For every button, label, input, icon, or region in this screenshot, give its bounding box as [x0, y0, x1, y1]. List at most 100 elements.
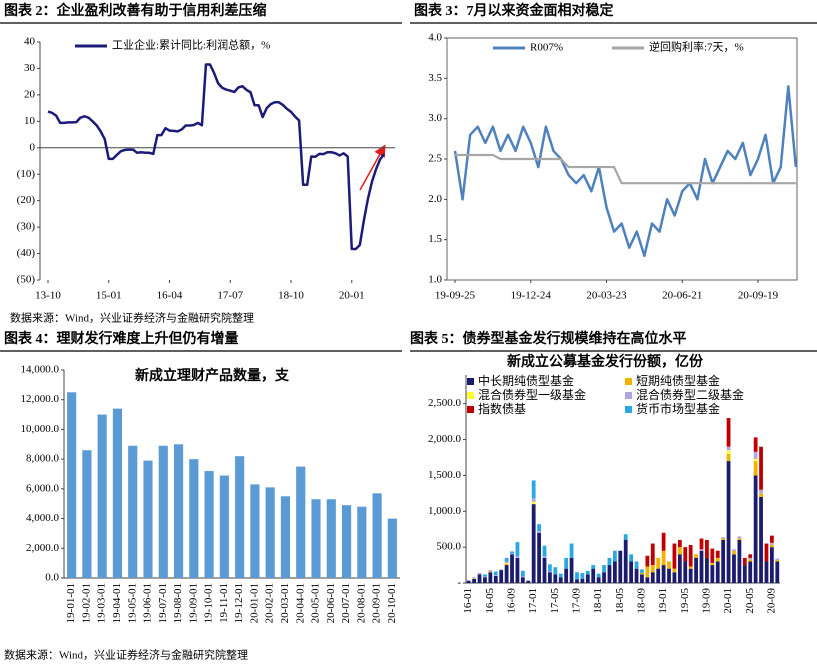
bar-segment — [537, 524, 541, 532]
trend-arrow — [359, 144, 386, 191]
bar-segment — [542, 556, 547, 558]
bar — [311, 499, 321, 578]
legend-label: 逆回购利率:7天，% — [649, 40, 744, 54]
legend-swatch — [467, 406, 474, 413]
bar-segment — [721, 538, 726, 540]
x-tick-label: 17-05 — [549, 588, 561, 614]
x-tick-label: 19-11-01 — [218, 583, 230, 623]
bar-segment — [769, 547, 774, 583]
bar-segment — [683, 547, 688, 562]
chart-title: 图表 4：理财发行难度上升但仍有增量 — [4, 330, 239, 347]
bar-segment — [542, 557, 547, 583]
bar-segment — [667, 561, 671, 569]
bar-segment — [548, 572, 552, 583]
bar-segment — [483, 577, 487, 583]
bar-segment — [466, 580, 471, 583]
x-tick-label: 20-05 — [744, 588, 756, 614]
bar-segment — [753, 451, 758, 459]
bar-segment — [677, 547, 682, 555]
bar-segment — [672, 572, 677, 583]
bar-segment — [634, 561, 639, 569]
bar-segment — [515, 556, 520, 558]
legend-label: 货币市场型基金 — [636, 401, 720, 416]
x-tick-label: 13-10 — [35, 290, 61, 302]
bar-segment — [775, 560, 780, 562]
bar-segment — [493, 571, 498, 576]
bar-segment — [650, 543, 655, 566]
x-tick-label: 20-09-01 — [371, 583, 383, 623]
bar-segment — [732, 554, 736, 583]
bar — [341, 505, 352, 578]
bar — [235, 456, 245, 578]
bar-segment — [656, 557, 661, 569]
chart-title: 图表 3：7月以来资金面相对稳定 — [414, 2, 614, 19]
bar-segment — [688, 544, 693, 567]
bar-segment — [732, 550, 736, 555]
bar-segment — [715, 557, 720, 562]
bar-segment — [672, 568, 677, 573]
bar-segment — [764, 543, 769, 562]
bar-segment — [564, 557, 569, 569]
bar-segment — [515, 542, 520, 557]
bar — [204, 471, 214, 578]
bar-segment — [732, 549, 736, 551]
bar-segment — [640, 572, 644, 575]
y-tick-label: 10,000.0 — [21, 423, 60, 435]
y-tick-label: - — [457, 577, 461, 589]
bar-segment — [526, 580, 531, 581]
bar — [250, 484, 260, 578]
bar-segment — [645, 566, 650, 578]
legend-label: R007% — [530, 42, 563, 54]
bar-segment — [558, 577, 563, 583]
bar-segment — [759, 489, 763, 494]
bar-segment — [726, 450, 731, 454]
legend-label: 混合债券型二级基金 — [636, 387, 744, 402]
chart-subtitle: 新成立公募基金发行份额，亿份 — [507, 353, 704, 370]
series-line — [453, 85, 798, 258]
bar — [372, 493, 382, 578]
x-tick-label: 16-05 — [484, 588, 496, 614]
y-tick-label: 1.0 — [428, 274, 442, 286]
x-tick-label: 20-07-01 — [340, 583, 352, 623]
bar-segment — [504, 561, 509, 563]
bar-segment — [726, 418, 731, 447]
bar-segment — [499, 569, 504, 571]
bar — [296, 466, 306, 578]
y-tick-label: 6,000.0 — [26, 482, 60, 494]
bar — [357, 506, 367, 578]
bar-segment — [759, 446, 763, 490]
bar-segment — [510, 554, 514, 583]
bar-segment — [677, 554, 682, 583]
bar-segment — [472, 578, 477, 583]
bar-segment — [585, 574, 590, 583]
bar-segment — [488, 572, 493, 583]
bar-segment — [775, 561, 780, 583]
x-tick-label: 19-12-24 — [511, 290, 552, 302]
bar-segment — [645, 555, 650, 567]
x-tick-label: 20-01-01 — [248, 583, 260, 623]
bar — [82, 450, 92, 578]
legend-swatch — [467, 378, 474, 385]
legend-label: 短期纯债型基金 — [636, 373, 720, 388]
bar-segment — [742, 557, 747, 566]
bar-segment — [715, 561, 720, 583]
bar-segment — [672, 543, 677, 569]
y-tick-label: 8,000.0 — [26, 453, 60, 465]
bar — [128, 445, 138, 578]
bar-segment — [661, 550, 666, 566]
bar-segment — [667, 568, 671, 583]
bar-segment — [694, 554, 698, 558]
bar-segment — [699, 550, 704, 583]
x-tick-label: 19-09-01 — [187, 583, 199, 623]
legend-swatch — [467, 392, 474, 399]
bar-segment — [504, 557, 509, 562]
bar-segment — [596, 577, 601, 583]
bar-segment — [748, 554, 753, 558]
bar-segment — [748, 561, 753, 583]
series-line — [47, 63, 386, 251]
bar-segment — [548, 564, 552, 572]
bar-segment — [591, 565, 596, 569]
y-tick-label: (20) — [17, 194, 36, 206]
bar — [189, 459, 199, 578]
bar-segment — [623, 539, 628, 583]
